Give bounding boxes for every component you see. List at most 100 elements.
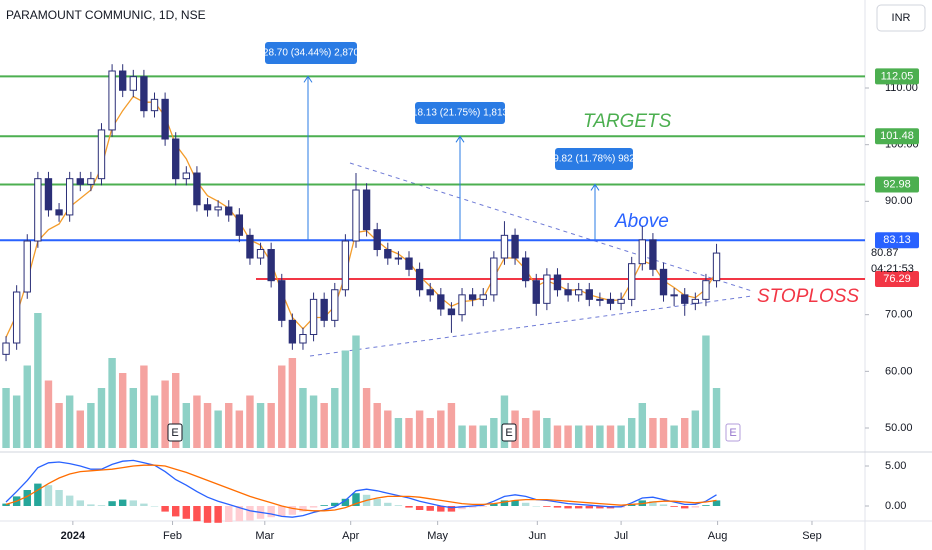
candle-body (405, 257, 413, 270)
candle-body (203, 204, 212, 211)
volume-bar (362, 388, 371, 448)
candle-body (320, 298, 328, 321)
macd-hist-bar (193, 506, 201, 522)
volume-bar (702, 335, 710, 448)
macd-hist-bar (129, 500, 138, 506)
volume-bar (638, 403, 647, 448)
macd-hist-bar (426, 506, 434, 511)
candle-body (628, 263, 636, 300)
signal-line (5, 464, 717, 512)
candle-body (108, 70, 116, 131)
macd-hist-bar (235, 506, 244, 522)
macd-hist-bar (97, 505, 106, 506)
candle-body (564, 289, 572, 296)
macd-hist-bar (468, 506, 477, 508)
macd-hist-bar (458, 506, 466, 510)
macd-hist-bar (712, 500, 721, 506)
candle-body (479, 294, 487, 300)
volume-bar (182, 403, 191, 448)
macd-hist-bar (55, 490, 63, 506)
volume-bar (521, 418, 530, 448)
macd-hist-bar (553, 506, 562, 508)
level-label: 101.48 (880, 130, 914, 142)
candle-body (309, 298, 318, 336)
macd-hist-bar (278, 506, 286, 517)
targets-note: TARGETS (583, 111, 672, 132)
measure-label: 9.82 (11.78%) 982 (553, 154, 635, 165)
candle-body (246, 234, 254, 259)
volume-bar (490, 418, 498, 448)
measure-label: 28.70 (34.44%) 2,870 (263, 48, 360, 59)
currency-label[interactable]: INR (892, 12, 911, 24)
candle-body (649, 239, 657, 270)
volume-bar (161, 380, 169, 448)
candle-body (150, 98, 159, 112)
x-tick-label: Sep (802, 530, 822, 542)
candle-body (659, 268, 668, 296)
macd-hist-bar (331, 502, 339, 506)
volume-bar (2, 388, 10, 448)
volume-bar (65, 395, 74, 448)
last-price: 80.87 (871, 247, 899, 259)
macd-hist-bar (203, 506, 212, 523)
macd-hist-bar (384, 502, 392, 506)
macd-hist-bar (627, 504, 636, 506)
volume-bar (235, 410, 244, 448)
level-badge (875, 68, 919, 85)
macd-hist-bar (447, 506, 456, 512)
candle-body (34, 178, 42, 242)
x-tick-label: Apr (342, 530, 359, 542)
macd-hist-bar (172, 506, 180, 517)
candle-body (681, 294, 689, 304)
measure-box (555, 148, 633, 170)
volume-bar (659, 418, 668, 448)
candle-body (23, 240, 31, 293)
macd-line (5, 459, 717, 518)
currency-button[interactable] (876, 4, 926, 32)
candle-body (532, 280, 540, 304)
measure-arrowhead (455, 135, 465, 143)
candle-body (458, 294, 466, 316)
macd-y-tick-label: 5.00 (885, 460, 906, 472)
macd-hist-bar (108, 501, 116, 506)
volume-bar (712, 388, 721, 448)
y-tick-label: 60.00 (885, 365, 913, 377)
candle-body (437, 294, 445, 310)
candle-body (65, 178, 74, 216)
y-tick-label: 70.00 (885, 309, 913, 321)
x-tick-label: Mar (255, 530, 274, 542)
macd-hist-bar (511, 500, 519, 506)
x-tick-label: 2024 (61, 530, 86, 542)
macd-hist-bar (490, 503, 498, 506)
earnings-marker (725, 423, 741, 442)
macd-hist-bar (44, 485, 53, 506)
macd-hist-bar (437, 506, 445, 512)
chart-title: PARAMOUNT COMMUNIC, 1D, NSE (6, 8, 206, 22)
candle-body (97, 129, 106, 180)
macd-hist-bar (564, 506, 572, 509)
macd-hist-bar (415, 506, 424, 510)
macd-hist-bar (596, 506, 604, 509)
candle-body (447, 308, 456, 316)
macd-hist-bar (373, 498, 381, 506)
y-tick-label: 90.00 (885, 195, 913, 207)
y-tick-label: 50.00 (885, 422, 913, 434)
level-badge (875, 271, 919, 288)
candle-body (288, 319, 297, 344)
macd-hist-bar (394, 505, 403, 506)
macd-hist-bar (649, 501, 657, 506)
candle-body (575, 289, 583, 296)
x-tick-label: Aug (708, 530, 728, 542)
volume-bar (246, 395, 254, 448)
volume-bar (437, 410, 445, 448)
candle-body (12, 291, 21, 344)
volume-bar (394, 418, 403, 448)
y-tick-label: 110.00 (885, 82, 918, 94)
macd-hist-bar (161, 506, 169, 512)
macd-hist-bar (405, 506, 413, 508)
candle-body (193, 172, 201, 206)
volume-bar (150, 395, 159, 448)
measure-label: 18.13 (21.75%) 1,813 (412, 108, 509, 119)
